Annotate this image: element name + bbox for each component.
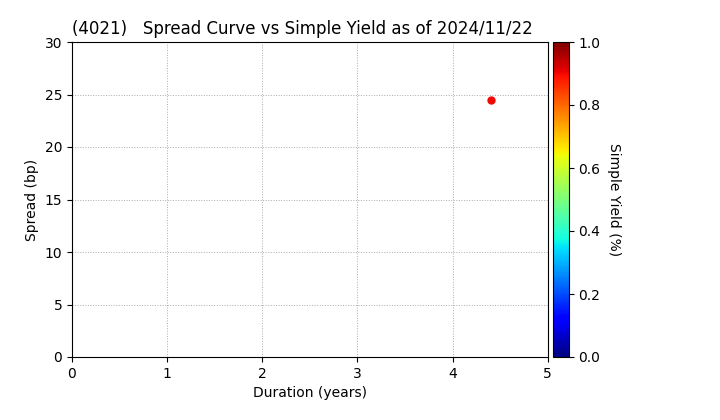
Y-axis label: Spread (bp): Spread (bp) [25, 158, 39, 241]
Text: (4021)   Spread Curve vs Simple Yield as of 2024/11/22: (4021) Spread Curve vs Simple Yield as o… [72, 20, 533, 38]
X-axis label: Duration (years): Duration (years) [253, 386, 367, 400]
Point [485, 96, 497, 103]
Y-axis label: Simple Yield (%): Simple Yield (%) [607, 143, 621, 256]
